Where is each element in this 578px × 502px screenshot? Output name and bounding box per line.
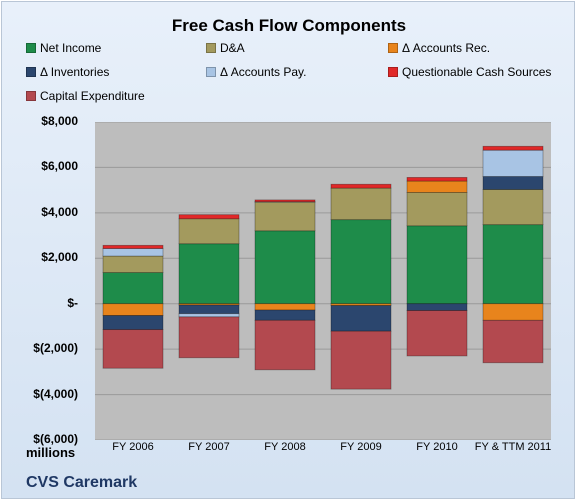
- bar-segment-accounts-rec: [482, 303, 544, 321]
- legend-label: Capital Expenditure: [40, 89, 145, 103]
- bar-segment-questionable-cash-sources: [178, 214, 240, 220]
- legend-item-net-income: Net Income: [26, 41, 101, 55]
- bar-segment-accounts-rec: [330, 303, 392, 306]
- bar-segment-capital-expenditure: [330, 330, 392, 390]
- y-tick-label: $6,000: [41, 159, 78, 174]
- bar-segment-net-income: [330, 219, 392, 305]
- bar-segment-d-a: [102, 255, 164, 273]
- legend-item-inventories: Δ Inventories: [26, 65, 109, 79]
- bar-segment-net-income: [102, 272, 164, 305]
- legend-swatch: [26, 90, 36, 101]
- x-tick-label: FY 2007: [188, 441, 230, 453]
- y-tick-label: $8,000: [41, 114, 78, 128]
- bar-segment-capital-expenditure: [406, 310, 468, 357]
- x-tick-label: FY 2009: [340, 441, 382, 453]
- company-name: CVS Caremark: [26, 474, 138, 491]
- x-tick-label: FY & TTM 2011: [474, 441, 552, 453]
- bar-segment-accounts-pay: [178, 313, 240, 318]
- plot-background: [95, 122, 551, 440]
- bar-segment-inventories: [330, 305, 392, 332]
- y-tick-label: $-: [67, 295, 78, 310]
- bar-segment-capital-expenditure: [102, 329, 164, 369]
- legend-swatch: [388, 66, 398, 77]
- y-tick-label: $4,000: [41, 204, 78, 219]
- bar-segment-capital-expenditure: [254, 319, 316, 371]
- bar-segment-inventories: [254, 309, 316, 321]
- bar-segment-net-income: [178, 243, 240, 305]
- chart-title: Free Cash Flow Components: [171, 16, 407, 35]
- bar-segment-accounts-rec: [254, 303, 316, 311]
- legend-label: Net Income: [40, 41, 102, 55]
- legend-item-d-a: D&A: [206, 41, 245, 55]
- bar-segment-d-a: [178, 218, 240, 245]
- units-label: millions: [26, 445, 76, 460]
- bar-segment-accounts-rec: [406, 180, 468, 193]
- y-tick-label: $(6,000): [33, 432, 78, 446]
- bar-segment-questionable-cash-sources: [102, 244, 164, 249]
- bar-segment-net-income: [254, 230, 316, 305]
- bar-segment-inventories: [178, 304, 240, 315]
- legend-label: Δ Accounts Pay.: [220, 65, 307, 79]
- legend-swatch: [206, 66, 216, 77]
- y-tick-label: $2,000: [41, 250, 78, 265]
- legend-swatch: [388, 42, 398, 53]
- bar-segment-capital-expenditure: [178, 316, 240, 359]
- bar-segment-accounts-pay: [482, 149, 544, 177]
- x-tick-label: FY 2006: [112, 441, 154, 453]
- legend-label: Δ Accounts Rec.: [402, 41, 491, 55]
- legend-label: D&A: [220, 41, 245, 55]
- bar-segment-inventories: [406, 303, 468, 311]
- y-tick-label: $(2,000): [33, 341, 78, 356]
- legend-item-accounts-rec: Δ Accounts Rec.: [388, 41, 490, 55]
- bar-segment-d-a: [254, 201, 316, 232]
- legend-label: Δ Inventories: [40, 65, 110, 79]
- bar-segment-net-income: [406, 225, 468, 305]
- legend-swatch: [26, 66, 36, 77]
- legend-label: Questionable Cash Sources: [402, 65, 552, 79]
- legend-item-questionable-cash-sources: Questionable Cash Sources: [388, 65, 551, 79]
- bar-segment-inventories: [482, 176, 544, 190]
- bar-segment-questionable-cash-sources: [482, 145, 544, 151]
- bar-segment-inventories: [102, 315, 164, 331]
- plot-area: [95, 122, 551, 440]
- bar-segment-questionable-cash-sources: [406, 177, 468, 182]
- x-tick-label: FY 2008: [264, 441, 306, 453]
- bar-segment-accounts-rec: [102, 303, 164, 316]
- bar-segment-accounts-pay: [102, 248, 164, 257]
- bar-segment-capital-expenditure: [482, 319, 544, 364]
- y-tick-label: $(4,000): [33, 386, 78, 401]
- bar-segment-questionable-cash-sources: [330, 183, 392, 189]
- legend-swatch: [26, 42, 36, 53]
- bar-segment-net-income: [482, 224, 544, 305]
- legend-item-accounts-pay: Δ Accounts Pay.: [206, 65, 307, 79]
- bar-segment-accounts-rec: [178, 303, 240, 306]
- bar-segment-d-a: [482, 189, 544, 226]
- bar-segment-d-a: [330, 187, 392, 221]
- legend-swatch: [206, 42, 216, 53]
- bar-segment-questionable-cash-sources: [254, 199, 316, 203]
- legend-item-capital-expenditure: Capital Expenditure: [26, 89, 145, 103]
- x-tick-label: FY 2010: [416, 441, 458, 453]
- bar-segment-d-a: [406, 192, 468, 227]
